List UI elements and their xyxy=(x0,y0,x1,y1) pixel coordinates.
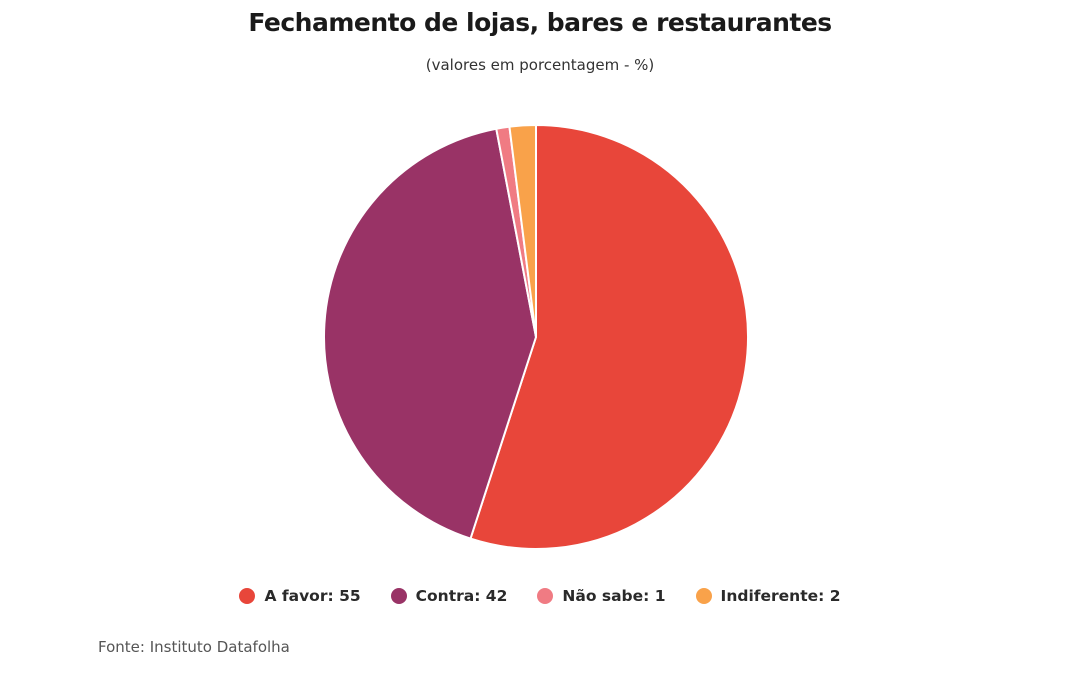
legend-dot-icon xyxy=(390,588,407,604)
legend-item-nao-sabe[interactable]: Não sabe: 1 xyxy=(537,587,666,605)
pie-slices xyxy=(323,123,749,550)
pie-slice-contra[interactable] xyxy=(323,127,538,540)
chart-subtitle: (valores em porcentagem - %) xyxy=(425,56,655,74)
legend-dot-icon xyxy=(695,588,712,604)
chart-title: Fechamento de lojas, bares e restaurante… xyxy=(248,8,832,37)
pie-slice-a-favor[interactable] xyxy=(469,123,749,550)
legend-dot-icon xyxy=(239,588,256,604)
legend-item-contra[interactable]: Contra: 42 xyxy=(390,587,508,605)
legend-dot-icon xyxy=(537,588,554,604)
legend-label: Não sabe: 1 xyxy=(562,587,666,605)
legend-label: A favor: 55 xyxy=(264,587,361,605)
source-note: Fonte: Instituto Datafolha xyxy=(98,638,290,656)
legend-label: Contra: 42 xyxy=(415,587,508,605)
legend-label: Indiferente: 2 xyxy=(720,587,841,605)
legend-item-a-favor[interactable]: A favor: 55 xyxy=(239,587,361,605)
legend: A favor: 55 Contra: 42 Não sabe: 1 Indif… xyxy=(0,587,1080,605)
legend-item-indiferente[interactable]: Indiferente: 2 xyxy=(695,587,841,605)
pie-slice-indiferente[interactable] xyxy=(508,123,537,338)
